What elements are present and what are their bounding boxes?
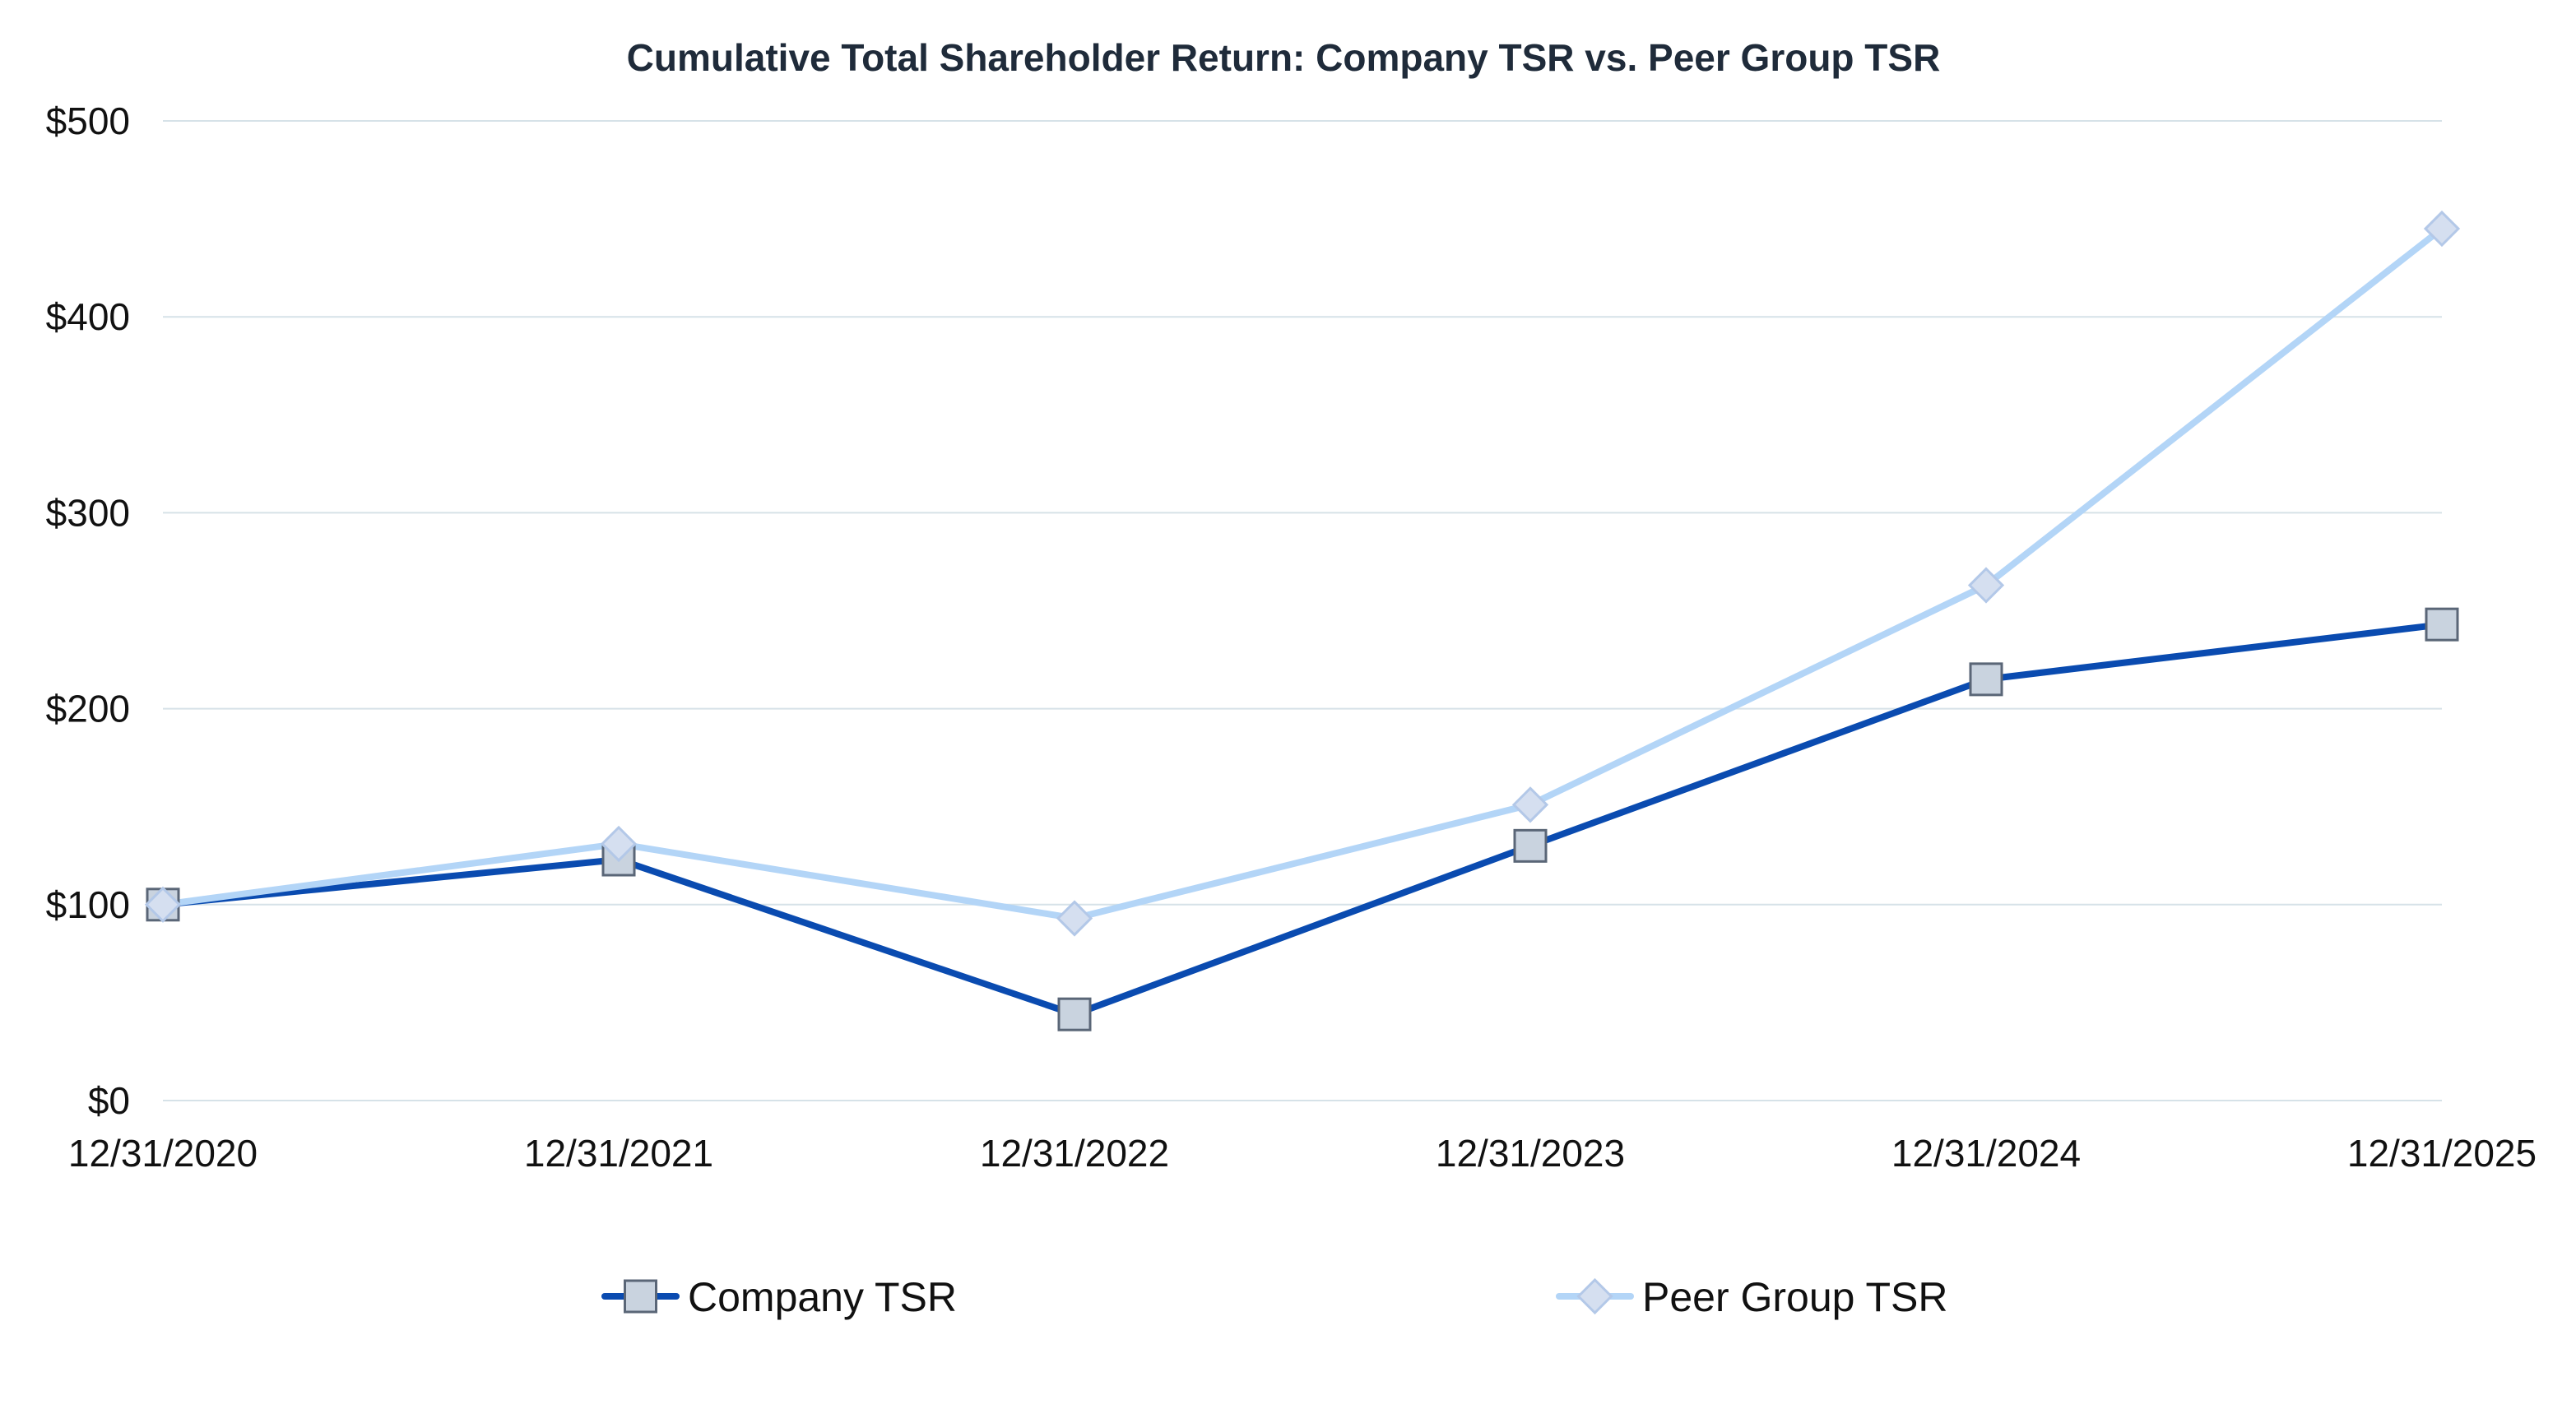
- x-tick-label: 12/31/2021: [524, 1132, 713, 1175]
- y-tick-label: $100: [46, 883, 130, 926]
- company-tsr-point: [1057, 997, 1092, 1031]
- x-axis-ticks: 12/31/2020 12/31/2021 12/31/2022 12/31/2023…: [68, 1132, 2537, 1175]
- company-tsr-point: [1969, 662, 2003, 697]
- y-axis-ticks: $0 $100 $200 $300 $400 $500: [46, 100, 130, 1122]
- series-lines: [160, 225, 2445, 1018]
- peer-group-tsr-point: [2423, 210, 2461, 248]
- legend-label: Peer Group TSR: [1642, 1274, 1947, 1320]
- peer-group-tsr-point: [1967, 567, 2005, 604]
- legend-marker-swatch: [624, 1279, 657, 1314]
- peer-group-tsr-point: [600, 825, 638, 863]
- company-tsr-point: [2425, 607, 2459, 642]
- chart-title: Cumulative Total Shareholder Return: Com…: [627, 36, 1941, 79]
- y-tick-label: $400: [46, 295, 130, 338]
- x-tick-label: 12/31/2022: [980, 1132, 1169, 1175]
- legend-item-company-tsr: Company TSR: [601, 1274, 957, 1320]
- peer-group-tsr-point: [1511, 786, 1549, 823]
- legend-label: Company TSR: [688, 1274, 957, 1320]
- company-tsr-point: [1513, 828, 1548, 863]
- gridlines: [163, 120, 2442, 1101]
- legend-marker-swatch: [1576, 1277, 1613, 1315]
- y-tick-label: $300: [46, 491, 130, 534]
- series-line-company-tsr: [160, 621, 2445, 1018]
- y-tick-label: $500: [46, 100, 130, 142]
- series-markers: [144, 210, 2461, 1031]
- x-tick-label: 12/31/2025: [2347, 1132, 2537, 1175]
- y-tick-label: $200: [46, 688, 130, 730]
- x-tick-label: 12/31/2020: [68, 1132, 258, 1175]
- legend: Company TSR Peer Group TSR: [601, 1274, 1947, 1320]
- x-tick-label: 12/31/2023: [1436, 1132, 1625, 1175]
- series-line-peer-group-tsr: [160, 225, 2445, 922]
- x-tick-label: 12/31/2024: [1891, 1132, 2081, 1175]
- peer-group-tsr-point: [1056, 900, 1093, 937]
- y-tick-label: $0: [88, 1079, 130, 1122]
- legend-item-peer-group-tsr: Peer Group TSR: [1556, 1274, 1947, 1320]
- peer-group-tsr-point: [144, 886, 182, 923]
